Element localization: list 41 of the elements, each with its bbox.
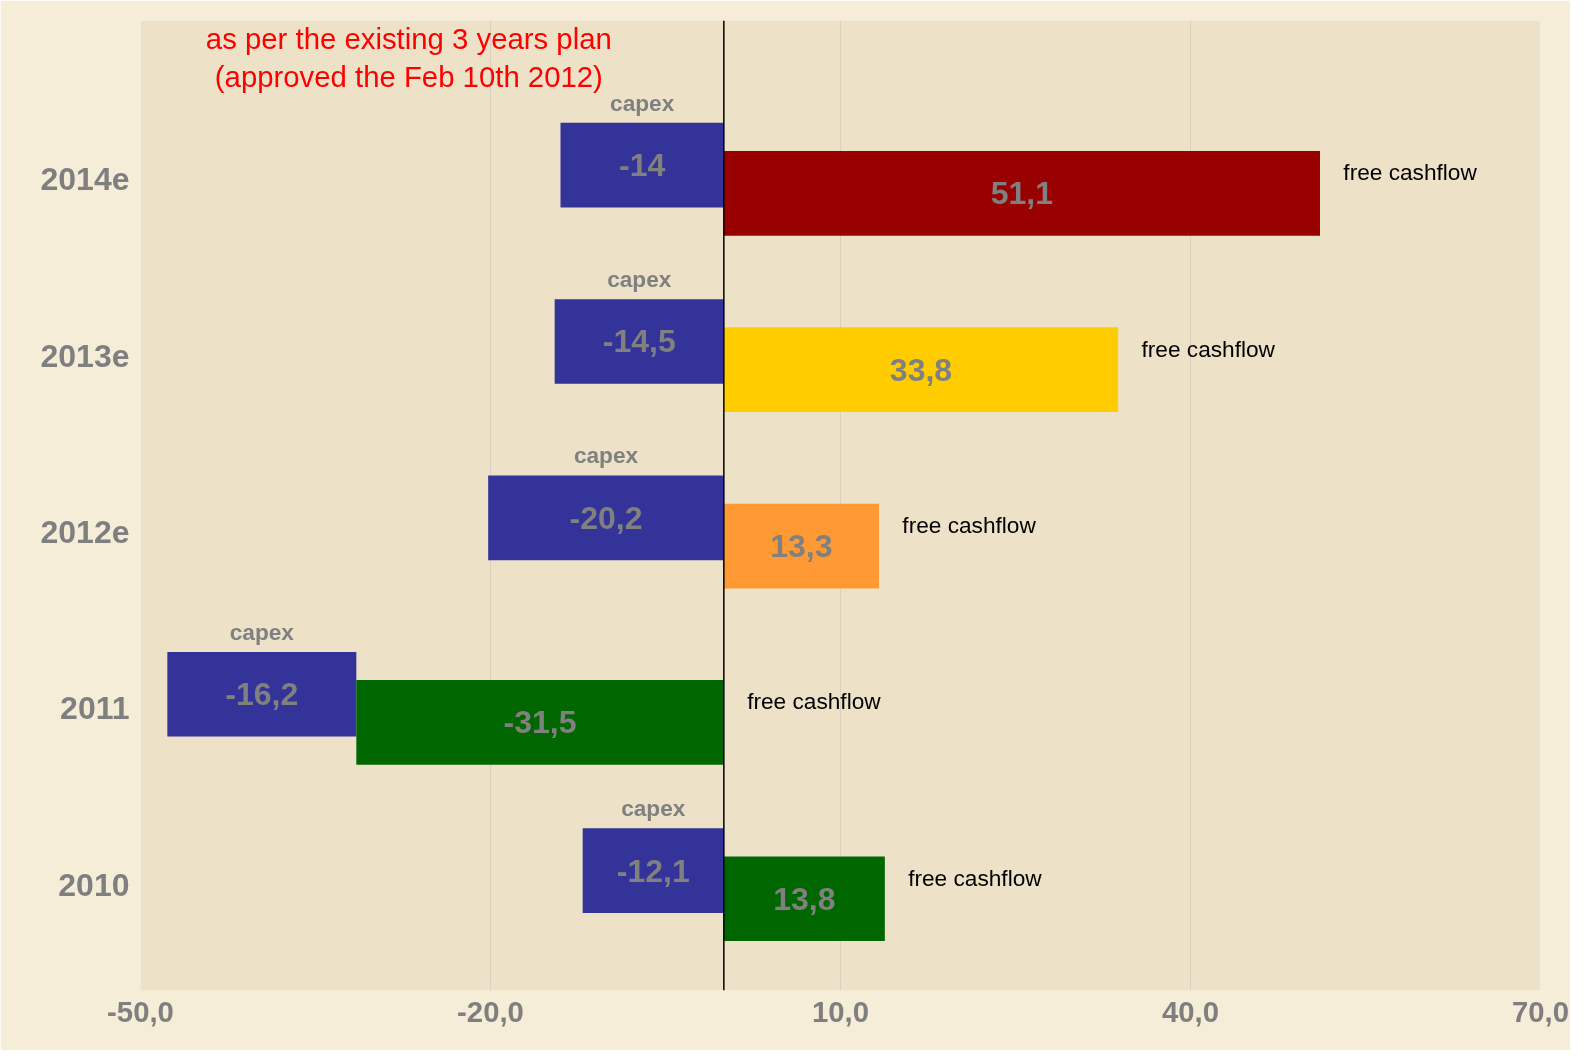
y-tick-label: 2012e <box>40 513 130 550</box>
bar <box>723 856 885 942</box>
x-tick-label: 70,0 <box>1511 994 1570 1028</box>
y-tick-label: 2013e <box>40 337 130 374</box>
bar <box>582 828 724 913</box>
series-label: free cashflow <box>1343 159 1478 186</box>
data-label: -12,1 <box>616 852 690 889</box>
bar <box>167 651 357 737</box>
text: free cashflow <box>908 864 1042 891</box>
bar <box>488 475 724 561</box>
data-label: -14 <box>619 147 666 184</box>
data-label: 51,1 <box>990 175 1054 212</box>
data-label: -16,2 <box>225 676 299 713</box>
bar <box>356 680 724 765</box>
data-label: 13,3 <box>770 528 833 565</box>
data-label: 13,8 <box>773 880 836 917</box>
bar <box>554 299 724 384</box>
data-label: -20,2 <box>569 499 643 536</box>
text: free cashflow <box>902 511 1036 538</box>
text: capex <box>229 618 294 645</box>
data-label: -14,5 <box>602 323 676 360</box>
text: capex <box>621 795 686 822</box>
text: as per the existing 3 years plan (approved the Feb 10th 2012) <box>205 21 612 94</box>
text: free cashflow <box>747 688 881 715</box>
bar <box>560 122 724 208</box>
bar <box>723 327 1119 413</box>
x-tick-label: 10,0 <box>811 994 870 1028</box>
bar <box>723 503 879 589</box>
series-label: capex <box>607 266 672 293</box>
text: capex <box>573 442 639 469</box>
x-tick-label: -50,0 <box>107 994 174 1028</box>
text: capex <box>610 89 675 116</box>
bar <box>723 151 1320 236</box>
y-tick-label: 2014e <box>40 161 130 198</box>
text: free cashflow <box>1141 335 1275 362</box>
x-tick-label: -20,0 <box>457 994 524 1028</box>
y-tick-label: 2011 <box>60 690 130 727</box>
data-label: 33,8 <box>889 351 953 388</box>
data-label: -31,5 <box>503 704 577 741</box>
x-tick-label: 40,0 <box>1161 994 1220 1028</box>
y-tick-label: 2010 <box>58 866 130 903</box>
